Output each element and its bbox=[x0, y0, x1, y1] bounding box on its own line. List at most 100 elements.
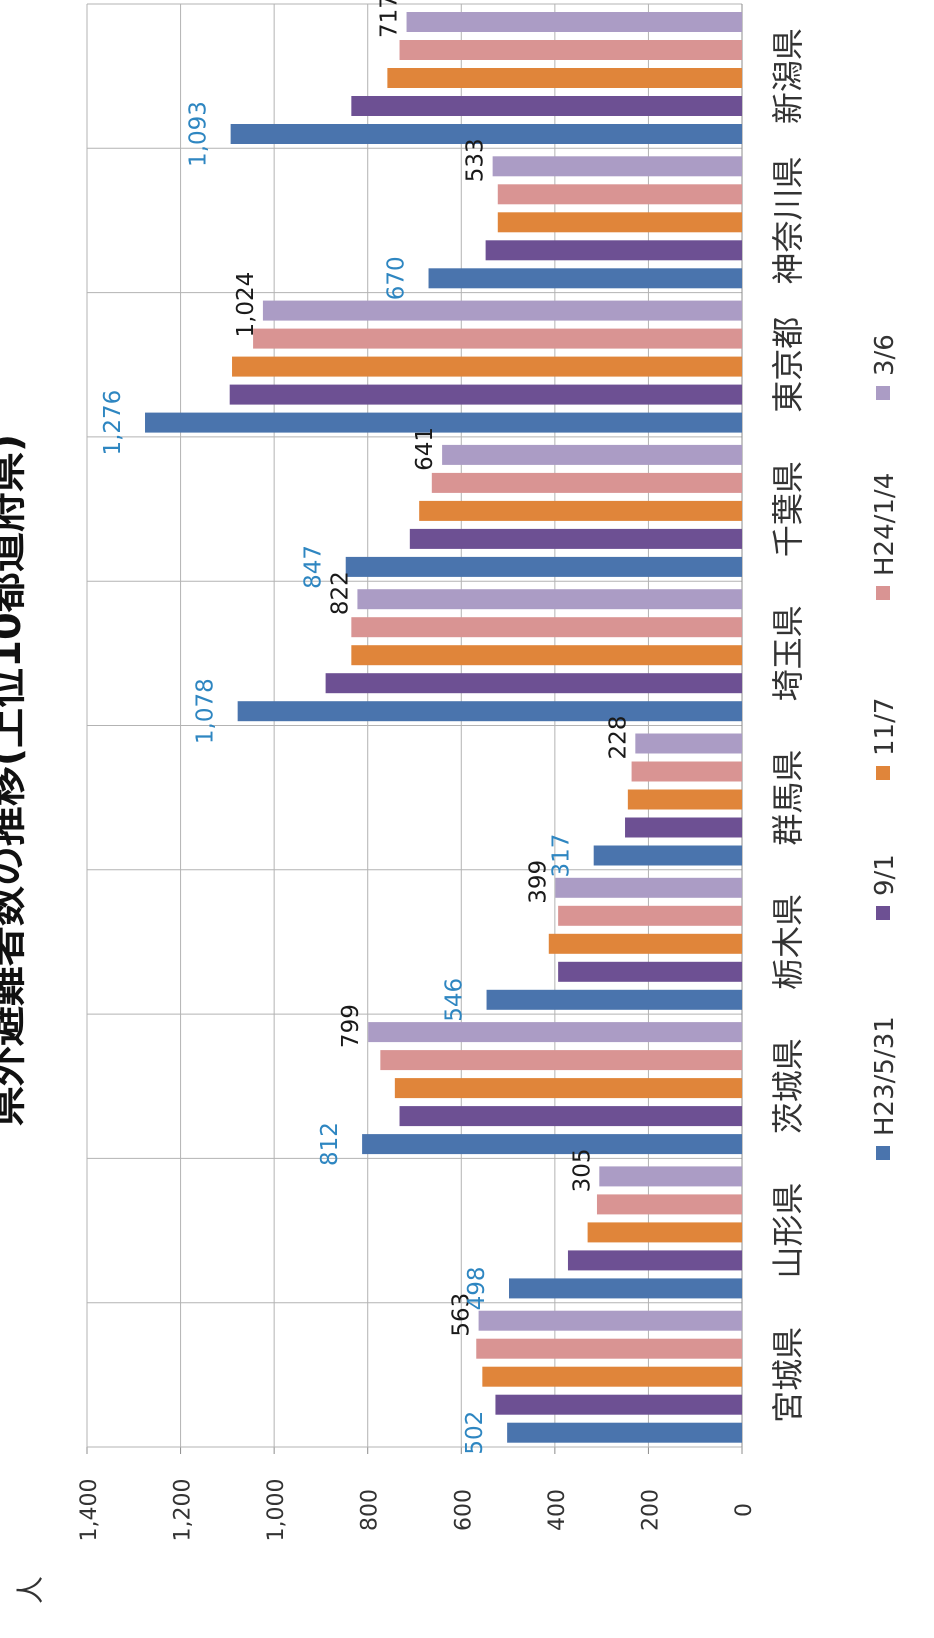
legend-label: H23/5/31 bbox=[870, 1016, 900, 1136]
bar bbox=[593, 845, 742, 866]
bar bbox=[387, 68, 742, 88]
data-label: 670 bbox=[384, 256, 410, 300]
data-label: 641 bbox=[412, 427, 438, 471]
bar bbox=[596, 1194, 742, 1215]
legend-label: 9/1 bbox=[870, 854, 900, 896]
data-label: 317 bbox=[549, 834, 575, 878]
data-label: 305 bbox=[569, 1148, 595, 1192]
data-label: 1,276 bbox=[100, 390, 126, 456]
bar bbox=[497, 212, 742, 233]
bar bbox=[442, 444, 742, 465]
data-label: 822 bbox=[327, 571, 353, 615]
bar bbox=[497, 184, 742, 205]
bar bbox=[509, 1278, 742, 1299]
bar bbox=[555, 877, 742, 898]
bar bbox=[351, 96, 742, 116]
bar bbox=[631, 761, 742, 782]
bar bbox=[419, 500, 742, 521]
bar bbox=[567, 1250, 742, 1271]
tick-label: 1,200 bbox=[171, 1479, 196, 1542]
category-label: 東京都 bbox=[769, 317, 807, 413]
tick-label: 800 bbox=[358, 1489, 383, 1531]
bar bbox=[476, 1338, 742, 1359]
category-label: 千葉県 bbox=[769, 461, 807, 557]
bar bbox=[368, 1022, 742, 1043]
category-label: 新潟県 bbox=[769, 28, 807, 124]
chart-title: 県外避難者数の推移(上位10都道府県) bbox=[0, 434, 30, 1126]
bar bbox=[558, 961, 742, 982]
tick-label: 0 bbox=[732, 1503, 757, 1517]
tick-label: 600 bbox=[451, 1489, 476, 1531]
legend-swatch bbox=[876, 906, 890, 920]
category-label: 神奈川県 bbox=[769, 156, 807, 284]
data-label: 717 bbox=[377, 0, 403, 38]
bar bbox=[394, 1078, 742, 1099]
data-label: 799 bbox=[338, 1004, 364, 1048]
data-label: 812 bbox=[317, 1122, 343, 1166]
bar bbox=[229, 384, 743, 405]
bar bbox=[431, 472, 742, 493]
legend-label: H24/1/4 bbox=[870, 473, 900, 576]
bar bbox=[482, 1366, 742, 1387]
data-label: 546 bbox=[442, 978, 468, 1022]
bar bbox=[145, 412, 742, 433]
category-label: 栃木県 bbox=[769, 894, 807, 990]
bar bbox=[232, 356, 743, 377]
bar bbox=[409, 528, 742, 549]
legend-swatch bbox=[876, 1146, 890, 1160]
bar bbox=[486, 989, 742, 1010]
bar bbox=[485, 240, 742, 261]
bar bbox=[345, 556, 742, 577]
legend-swatch bbox=[876, 586, 890, 600]
data-label: 847 bbox=[301, 545, 327, 589]
data-label: 498 bbox=[464, 1266, 490, 1310]
axis-unit-label: 人 bbox=[14, 1576, 47, 1604]
bar bbox=[428, 268, 742, 289]
bar bbox=[478, 1310, 742, 1331]
bar bbox=[625, 817, 742, 838]
bar bbox=[262, 300, 742, 321]
tick-label: 200 bbox=[638, 1489, 663, 1531]
bar bbox=[237, 701, 742, 722]
data-label: 228 bbox=[605, 716, 631, 760]
category-label: 宮城県 bbox=[769, 1327, 807, 1423]
data-label: 563 bbox=[449, 1293, 475, 1337]
tick-label: 400 bbox=[545, 1489, 570, 1531]
category-label: 山形県 bbox=[769, 1183, 807, 1279]
legend-label: 3/6 bbox=[870, 334, 900, 376]
bar bbox=[230, 124, 742, 144]
category-label: 埼玉県 bbox=[769, 605, 807, 701]
bar bbox=[558, 905, 742, 926]
category-label: 群馬県 bbox=[769, 750, 807, 846]
bar bbox=[492, 156, 742, 177]
bar bbox=[380, 1050, 742, 1071]
bar bbox=[351, 617, 742, 638]
bar bbox=[325, 673, 742, 694]
bar bbox=[362, 1134, 742, 1155]
bar bbox=[495, 1394, 742, 1415]
legend-swatch bbox=[876, 386, 890, 400]
bar bbox=[406, 12, 742, 32]
data-label: 399 bbox=[525, 860, 551, 904]
tick-label: 1,400 bbox=[77, 1479, 102, 1542]
bar bbox=[587, 1222, 742, 1243]
data-label: 1,024 bbox=[233, 272, 259, 338]
bar bbox=[399, 1106, 742, 1127]
data-label: 533 bbox=[463, 138, 489, 182]
bar bbox=[548, 933, 742, 954]
category-label: 茨城県 bbox=[769, 1038, 807, 1134]
bar bbox=[253, 328, 742, 349]
data-label: 1,093 bbox=[186, 101, 212, 167]
bar bbox=[507, 1422, 742, 1443]
bar bbox=[599, 1166, 742, 1187]
bar bbox=[357, 589, 742, 610]
bar bbox=[399, 40, 742, 60]
tick-label: 1,000 bbox=[264, 1479, 289, 1542]
bar bbox=[627, 789, 742, 810]
data-label: 502 bbox=[462, 1411, 488, 1455]
bar bbox=[635, 733, 742, 754]
data-label: 1,078 bbox=[193, 678, 219, 744]
bar bbox=[351, 645, 742, 666]
